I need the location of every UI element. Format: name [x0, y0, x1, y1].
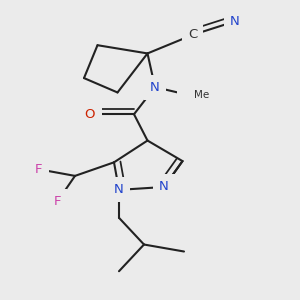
Text: N: N [230, 15, 240, 28]
Text: N: N [114, 183, 124, 196]
Text: C: C [185, 26, 200, 44]
Text: N: N [159, 181, 169, 194]
Text: O: O [81, 105, 99, 124]
Text: O: O [85, 108, 95, 121]
Text: F: F [32, 160, 46, 179]
Text: Me: Me [179, 86, 208, 104]
Text: F: F [51, 192, 64, 211]
Text: F: F [54, 195, 61, 208]
Text: N: N [147, 78, 164, 97]
Text: C: C [188, 28, 197, 41]
Text: N: N [111, 180, 128, 200]
Text: Me: Me [194, 90, 209, 100]
Text: N: N [150, 81, 160, 94]
Text: N: N [156, 178, 172, 196]
Text: F: F [35, 163, 43, 176]
Text: N: N [226, 12, 243, 31]
